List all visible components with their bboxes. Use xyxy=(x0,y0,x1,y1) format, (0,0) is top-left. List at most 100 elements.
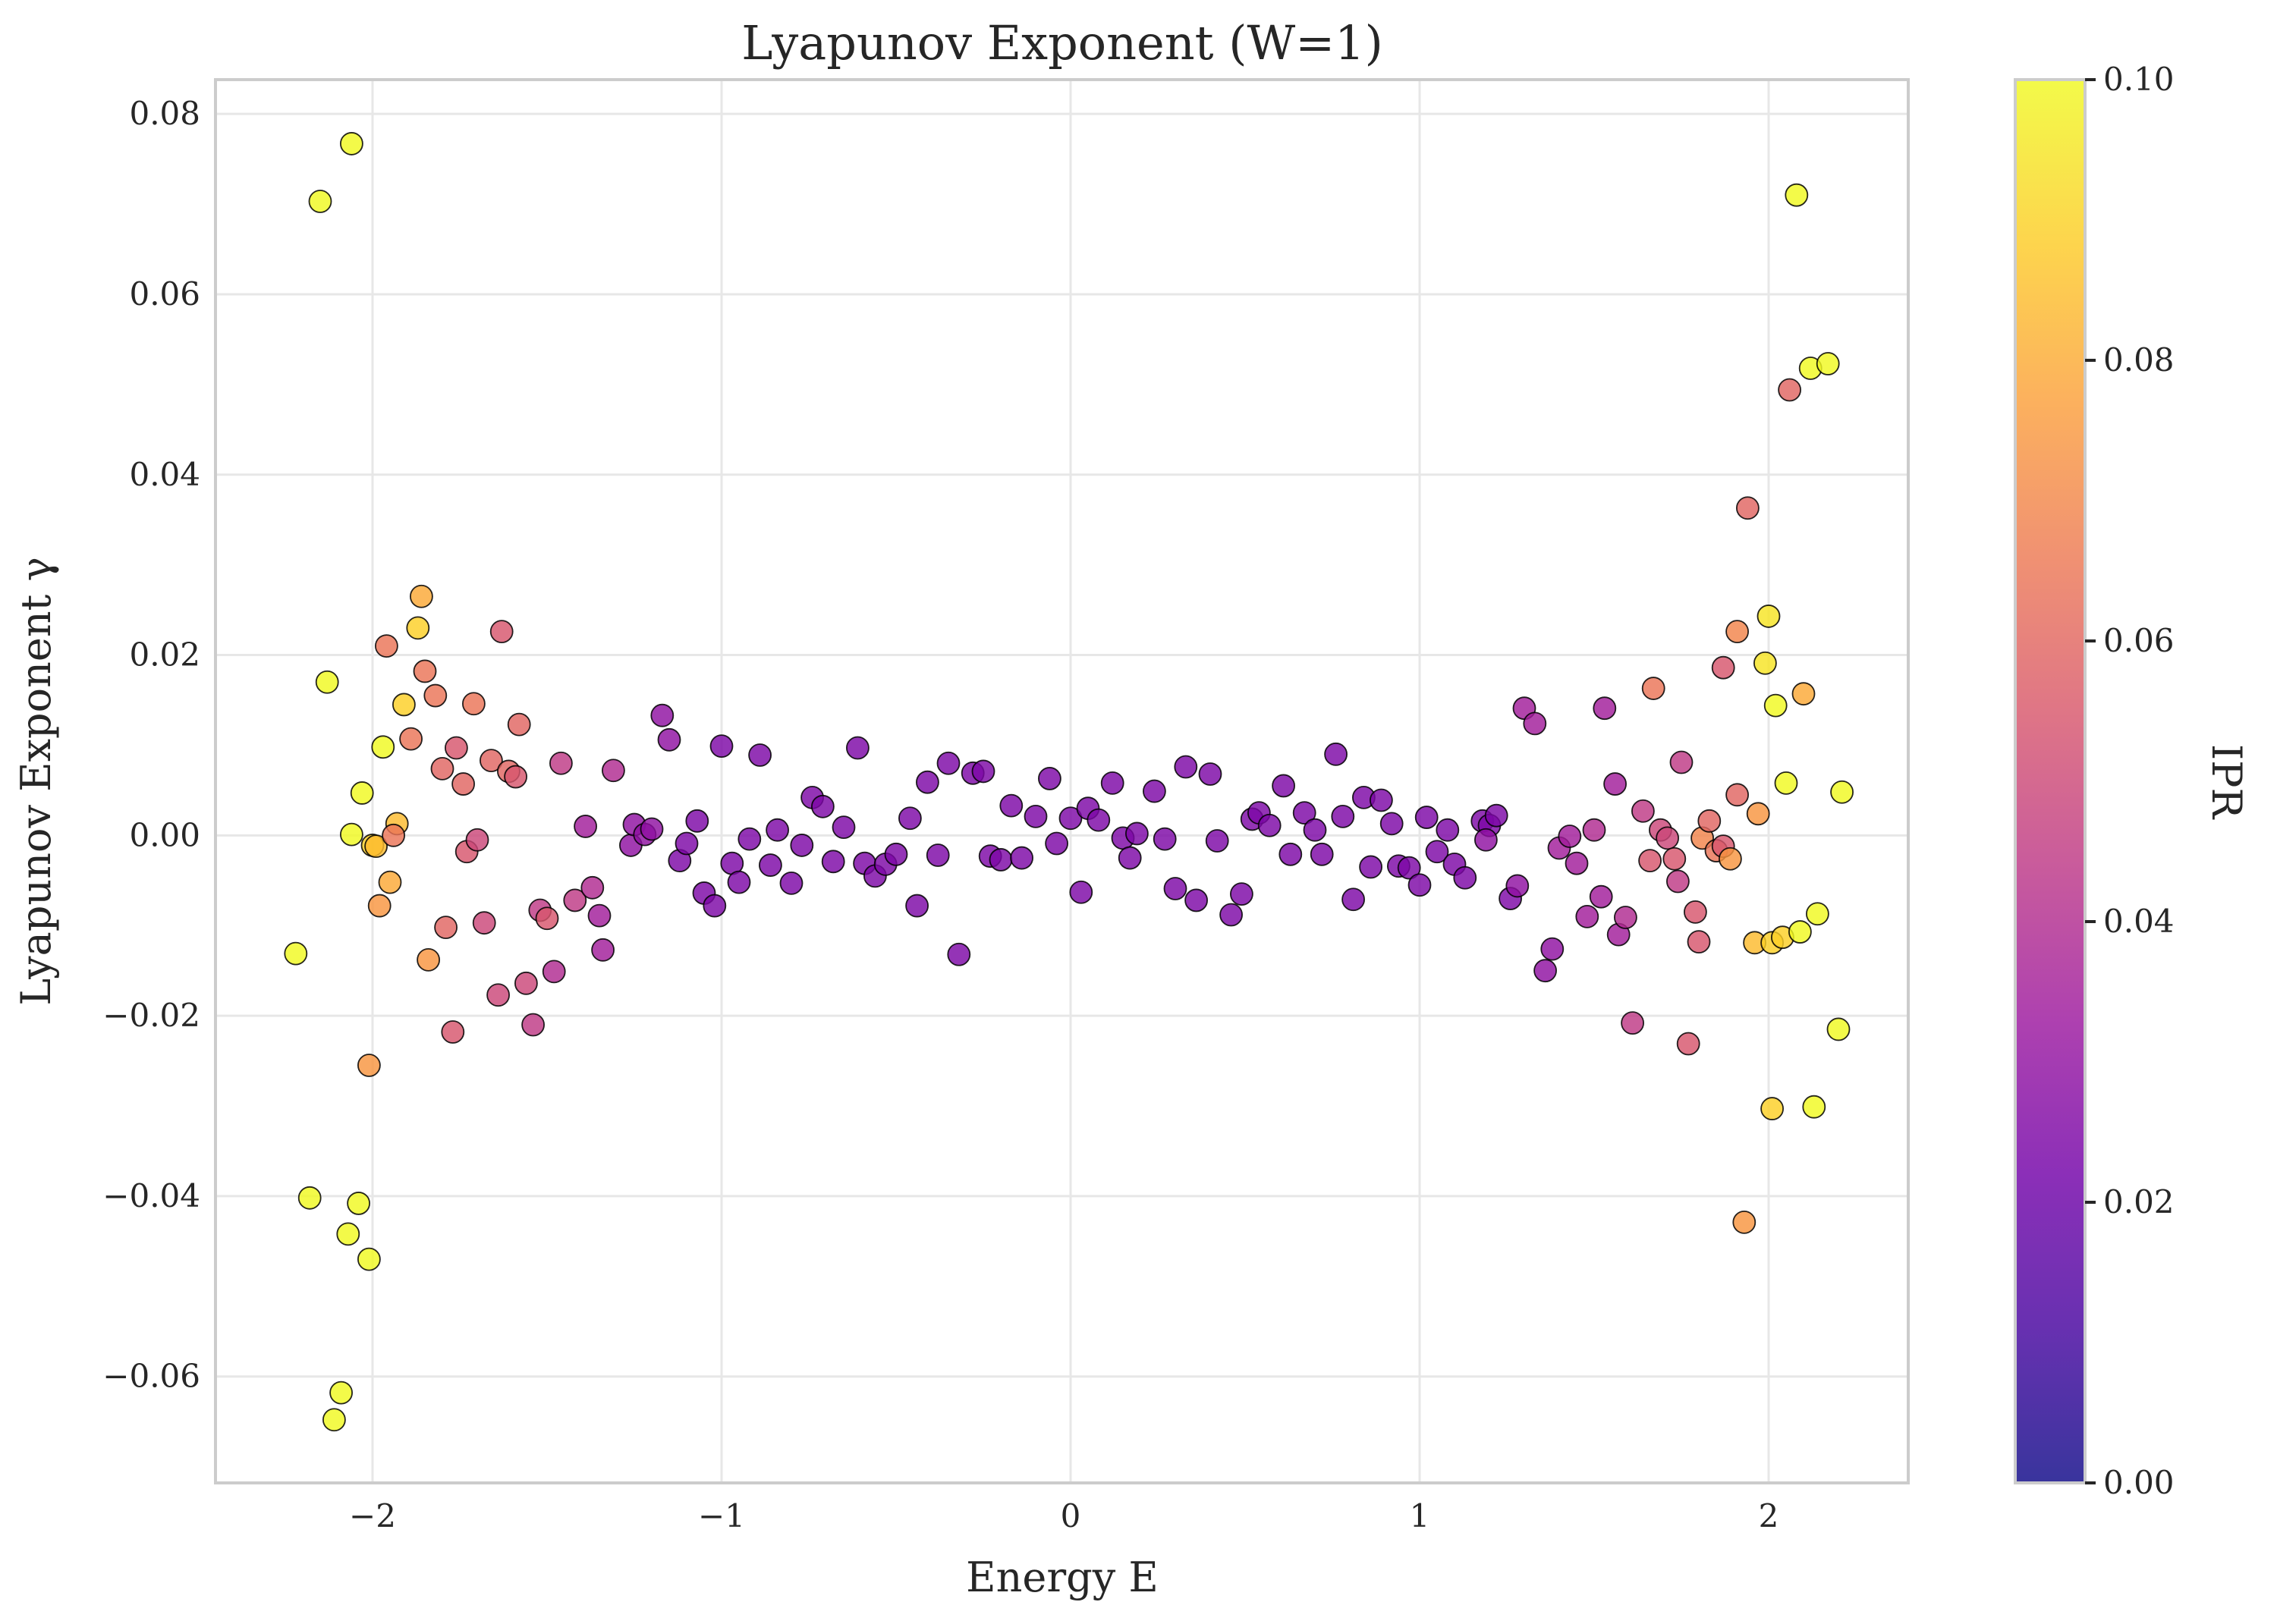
data-point xyxy=(1788,920,1812,944)
data-point xyxy=(1662,847,1687,871)
x-tick-label: 2 xyxy=(1759,1497,1779,1534)
x-tick-label: −1 xyxy=(698,1497,745,1534)
data-point xyxy=(563,888,587,913)
data-point xyxy=(486,983,510,1007)
data-point xyxy=(1125,821,1149,846)
data-point xyxy=(1711,655,1735,680)
data-point xyxy=(371,735,395,759)
data-point xyxy=(685,809,709,833)
data-point xyxy=(1676,1032,1700,1056)
x-tick-label: 0 xyxy=(1061,1497,1081,1534)
data-point xyxy=(1303,818,1327,842)
y-tick-label: 0.00 xyxy=(129,816,200,853)
data-point xyxy=(574,815,597,838)
data-point xyxy=(591,938,615,962)
data-point xyxy=(1153,827,1177,851)
data-point xyxy=(1278,842,1303,866)
data-point xyxy=(413,659,437,683)
data-point xyxy=(322,1408,346,1432)
data-point xyxy=(999,793,1024,818)
data-point xyxy=(759,853,782,877)
data-point xyxy=(1753,651,1777,675)
data-point xyxy=(1760,1097,1785,1120)
data-point xyxy=(1725,783,1750,807)
data-point xyxy=(1379,812,1404,836)
data-point xyxy=(846,736,870,760)
data-point xyxy=(947,942,971,966)
y-tick-label: 0.04 xyxy=(129,456,200,493)
data-point xyxy=(832,815,856,840)
data-point xyxy=(1324,742,1348,766)
data-point xyxy=(1484,803,1508,828)
data-point xyxy=(1589,884,1613,909)
data-point xyxy=(1118,846,1142,870)
data-point xyxy=(364,834,388,859)
data-point xyxy=(1631,799,1655,823)
data-point xyxy=(1830,780,1854,804)
data-point xyxy=(936,751,961,775)
plot-frame xyxy=(214,78,1910,1484)
data-point xyxy=(521,1013,545,1037)
data-point xyxy=(916,770,939,794)
data-point xyxy=(347,1192,371,1215)
data-point xyxy=(703,894,727,918)
colorbar-ticks: 0.00 0.02 0.04 0.06 0.08 0.10 xyxy=(2085,61,2175,1501)
data-point xyxy=(1058,806,1083,831)
data-point xyxy=(1763,693,1788,718)
y-tick-label: 0.02 xyxy=(129,636,200,674)
data-point xyxy=(417,948,440,972)
data-point xyxy=(1778,378,1802,402)
data-point xyxy=(709,734,734,759)
data-point xyxy=(587,903,612,928)
data-point xyxy=(1735,496,1760,520)
data-point xyxy=(1593,696,1617,721)
data-point xyxy=(971,759,995,784)
data-point xyxy=(905,894,929,918)
data-point xyxy=(989,848,1013,872)
data-point xyxy=(462,692,486,716)
y-tick-label: 0.06 xyxy=(129,275,200,313)
data-point xyxy=(580,875,605,900)
data-point xyxy=(1436,818,1460,842)
colorbar-tick-label: 0.00 xyxy=(2103,1464,2175,1501)
data-point xyxy=(1558,825,1582,848)
data-point xyxy=(514,971,538,995)
data-point xyxy=(790,834,814,857)
data-point xyxy=(451,772,475,796)
data-point xyxy=(423,683,448,708)
data-point xyxy=(1575,904,1599,928)
data-point xyxy=(748,743,772,767)
data-point xyxy=(675,831,699,856)
data-point xyxy=(1407,873,1432,897)
data-point xyxy=(1582,818,1606,842)
colorbar-tick-label: 0.08 xyxy=(2103,341,2175,379)
y-grid xyxy=(215,112,1908,1378)
data-point xyxy=(1069,880,1093,904)
colorbar-label: IPR xyxy=(2203,744,2250,820)
data-point xyxy=(1718,847,1742,871)
data-point xyxy=(1087,808,1111,832)
data-point xyxy=(1292,801,1316,825)
data-point xyxy=(884,842,908,866)
y-tick-label: −0.04 xyxy=(102,1177,200,1214)
data-point xyxy=(766,818,789,842)
data-point xyxy=(406,616,430,640)
data-point xyxy=(549,751,573,775)
data-point xyxy=(898,806,922,831)
data-point xyxy=(1802,1095,1826,1119)
data-point xyxy=(1656,826,1680,850)
data-point xyxy=(315,670,339,694)
data-point xyxy=(1669,750,1694,774)
data-point xyxy=(441,1020,465,1044)
data-point xyxy=(1474,828,1498,852)
data-point xyxy=(339,822,363,847)
data-point xyxy=(1230,882,1253,906)
data-point xyxy=(1641,677,1665,700)
data-point xyxy=(738,827,762,851)
data-point xyxy=(1010,846,1033,870)
data-point xyxy=(392,693,416,717)
data-point xyxy=(640,817,664,841)
data-point xyxy=(357,1054,381,1077)
data-point xyxy=(1621,1011,1645,1035)
data-point xyxy=(1785,183,1809,207)
